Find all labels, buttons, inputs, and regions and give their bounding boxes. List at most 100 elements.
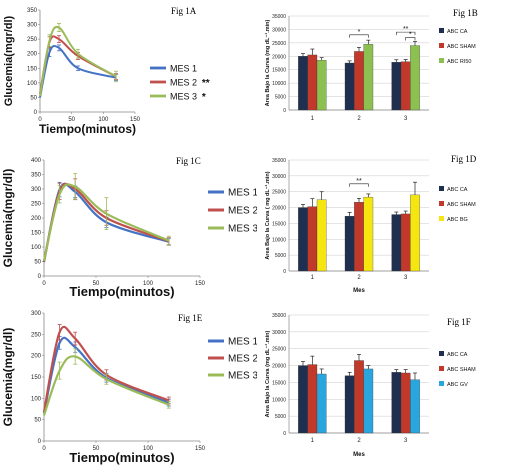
fig-e-y-tick-label: 50 (34, 418, 41, 424)
chart-fig-1f: 0 5000 10000 15000 20000 25000 30000 35000 1 2 3 AB… (264, 313, 476, 458)
fig-a-y-axis-label: Glucemia(mgr/dl) (3, 15, 15, 106)
fig-c-y-tick-label: 0 (38, 274, 42, 280)
fig-b-legend-swatch (439, 28, 444, 33)
fig-d-y-tick-label: 35000 (272, 158, 286, 164)
fig-e-series-line-mes-3 (42, 355, 170, 416)
fig-f-y-tick-label: 15000 (272, 380, 286, 386)
fig-f-y-tick-label: 0 (283, 431, 286, 437)
fig-b-legend-swatch (439, 43, 444, 48)
fig-e-y-tick-label: 0 (38, 439, 42, 445)
fig-d-bar-abc-sham (307, 206, 318, 272)
fig-f-bar-abc-gv (316, 373, 327, 434)
fig-f-bar-abc-sham (307, 364, 318, 434)
fig-c-y-tick-label: 250 (31, 202, 42, 208)
fig-a-x-tick-label: 0 (38, 117, 42, 123)
fig-b-y-tick-label: 15000 (272, 68, 286, 74)
fig-f-bar-abc-ca (344, 375, 355, 434)
fig-d-legend-label: ABC BG (447, 217, 468, 223)
fig-a-x-tick-label: 150 (130, 117, 141, 123)
fig-e-y-tick-label: 300 (31, 311, 42, 317)
fig-a-series-line-mes-2 (39, 35, 117, 95)
chart-fig-1e: 0 50 100 150 200 250 300 0 50 100 150 Tiempo(minuto… (1, 311, 258, 465)
fig-d-y-tick-label: 0 (283, 269, 286, 275)
fig-c-y-axis-label: Glucemia(mgr/dl) (1, 169, 15, 268)
fig-a-y-tick-label: 0 (34, 110, 38, 116)
fig-d-bar-abc-bg (316, 199, 327, 272)
fig-f-x-tick-label: 2 (357, 438, 361, 444)
fig-c-legend-label: MES 1 (228, 188, 258, 199)
fig-d-y-axis-label: Area Bajo la Curva ( mg dL⁻¹.min) (264, 171, 271, 259)
fig-e-legend-label: MES 1 (228, 337, 258, 348)
fig-d-y-tick-label: 15000 (272, 221, 286, 227)
fig-f-y-tick-label: 30000 (272, 330, 286, 336)
fig-b-y-tick-label: 5000 (275, 95, 286, 101)
fig-1d-title: Fig 1D (451, 154, 477, 164)
fig-b-y-tick-label: 10000 (272, 81, 286, 87)
fig-c-y-tick-label: 100 (31, 245, 42, 251)
fig-a-y-tick-label: 100 (27, 81, 38, 87)
fig-d-bar-abc-ca (344, 215, 355, 272)
fig-1b-title: Fig 1B (453, 8, 478, 18)
fig-e-x-tick-label: 150 (195, 446, 206, 452)
fig-a-y-tick-label: 200 (27, 52, 38, 58)
fig-f-bar-abc-sham (400, 372, 411, 434)
fig-a-y-tick-label: 150 (27, 66, 38, 72)
fig-b-bar-abc-ca (298, 56, 308, 111)
fig-c-legend-label: MES 2 (228, 206, 258, 217)
fig-a-x-axis-label: Tiempo(minutos) (39, 122, 136, 136)
fig-d-legend-label: ABC CA (447, 187, 468, 193)
chart-fig-1c: 0 50 100 150 200 250 300 350 400 0 50 100 150 Tiempo(… (1, 158, 258, 299)
fig-d-y-tick-label: 5000 (275, 253, 286, 259)
fig-c-y-tick-label: 300 (31, 187, 42, 193)
fig-e-x-axis-label: Tiempo(minutos) (69, 450, 174, 465)
fig-e-y-tick-label: 150 (31, 375, 42, 381)
panel-fig-1e: 0 50 100 150 200 250 300 0 50 100 150 Tiempo(minuto… (0, 305, 258, 469)
fig-b-significance-label: * (358, 29, 361, 36)
fig-d-legend-label: ABC SHAM (447, 202, 476, 208)
fig-c-x-tick-label: 100 (143, 281, 154, 287)
fig-b-significance-label: ** (403, 26, 409, 33)
fig-f-legend-swatch (439, 351, 444, 356)
fig-f-legend-label: ABC CA (447, 352, 468, 358)
fig-d-bar-abc-bg (410, 194, 420, 272)
fig-a-y-tick-label: 250 (27, 37, 38, 43)
fig-d-legend-swatch (439, 186, 444, 191)
fig-f-bar-abc-sham (354, 360, 364, 434)
fig-b-y-tick-label: 35000 (272, 14, 286, 20)
fig-b-y-tick-label: 25000 (272, 41, 286, 47)
fig-d-bar-abc-bg (363, 196, 374, 272)
fig-f-x-tick-label: 1 (311, 438, 315, 444)
panel-fig-1d: 0 5000 10000 15000 20000 25000 30000 35000 1 2 3 AB… (257, 148, 505, 298)
fig-b-legend-label: ABC SHAM (447, 44, 476, 50)
fig-b-legend-swatch (439, 58, 444, 63)
fig-f-y-axis-label: Area Bajo la Curva (mg dL⁻¹.min) (264, 331, 271, 418)
fig-b-bar-abc-ca (391, 62, 402, 111)
fig-d-y-tick-label: 25000 (272, 190, 286, 196)
fig-b-y-tick-label: 20000 (272, 54, 286, 60)
fig-b-significance-label: * (409, 31, 412, 38)
fig-a-x-tick-label: 100 (98, 117, 109, 123)
fig-c-y-tick-label: 350 (31, 173, 42, 179)
fig-d-x-tick-label: 3 (404, 275, 408, 281)
fig-e-y-tick-label: 200 (31, 354, 42, 360)
fig-f-legend-label: ABC SHAM (447, 367, 476, 373)
fig-c-y-tick-label: 50 (34, 260, 41, 266)
fig-1a-title: Fig 1A (171, 6, 197, 16)
fig-b-bar-abc-sham (307, 54, 318, 111)
fig-d-y-tick-label: 10000 (272, 237, 286, 243)
fig-b-bar-abc-ri50 (316, 60, 327, 111)
fig-d-significance-label: ** (356, 178, 362, 185)
fig-c-x-axis-label: Tiempo(minutos) (69, 284, 174, 299)
fig-a-y-tick-label: 300 (27, 23, 38, 29)
panel-fig-1a: 0 50 100 150 200 250 300 350 0 50 100 150 Tiempo(min… (0, 0, 255, 150)
chart-fig-1b: 0 5000 10000 15000 20000 25000 30000 35000 1 2 3 AB… (264, 14, 476, 122)
fig-c-y-tick-label: 400 (31, 158, 42, 164)
fig-b-y-tick-label: 0 (283, 108, 286, 114)
fig-e-x-tick-label: 100 (143, 446, 154, 452)
fig-f-legend-swatch (439, 366, 444, 371)
fig-a-y-tick-label: 50 (30, 95, 37, 101)
fig-d-x-tick-label: 2 (357, 275, 361, 281)
fig-a-legend-label: MES 1 (170, 64, 197, 74)
fig-f-bar-abc-gv (363, 368, 374, 434)
fig-b-y-axis-label: Area Bajo la Curva (mg dL⁻¹.min) (264, 20, 271, 107)
